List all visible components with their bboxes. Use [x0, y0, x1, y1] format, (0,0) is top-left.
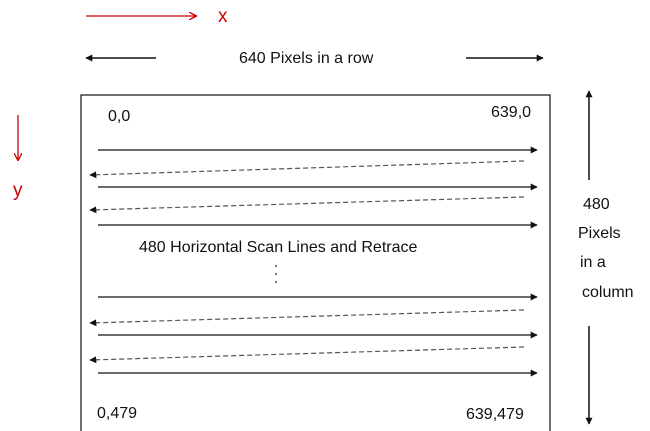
ellipsis-dots	[275, 265, 277, 283]
width-label: 640 Pixels in a row	[239, 50, 374, 67]
height-label-line3: in a	[580, 254, 606, 271]
corner-bottom-left: 0,479	[97, 405, 137, 422]
height-label-line1: 480	[583, 196, 610, 213]
corner-bottom-right: 639,479	[466, 406, 524, 423]
corner-top-right: 639,0	[491, 104, 531, 121]
y-axis-label: y	[13, 180, 23, 201]
retrace-line	[89, 346, 525, 364]
screen-frame	[80, 94, 551, 431]
retrace-line	[89, 196, 525, 214]
x-axis-label: x	[218, 6, 228, 27]
height-label-line2: Pixels	[578, 225, 621, 242]
corner-top-left: 0,0	[108, 108, 130, 125]
center-label: 480 Horizontal Scan Lines and Retrace	[139, 239, 417, 256]
retrace-line	[89, 160, 525, 179]
height-label-line4: column	[582, 284, 634, 301]
retrace-line	[89, 309, 525, 327]
